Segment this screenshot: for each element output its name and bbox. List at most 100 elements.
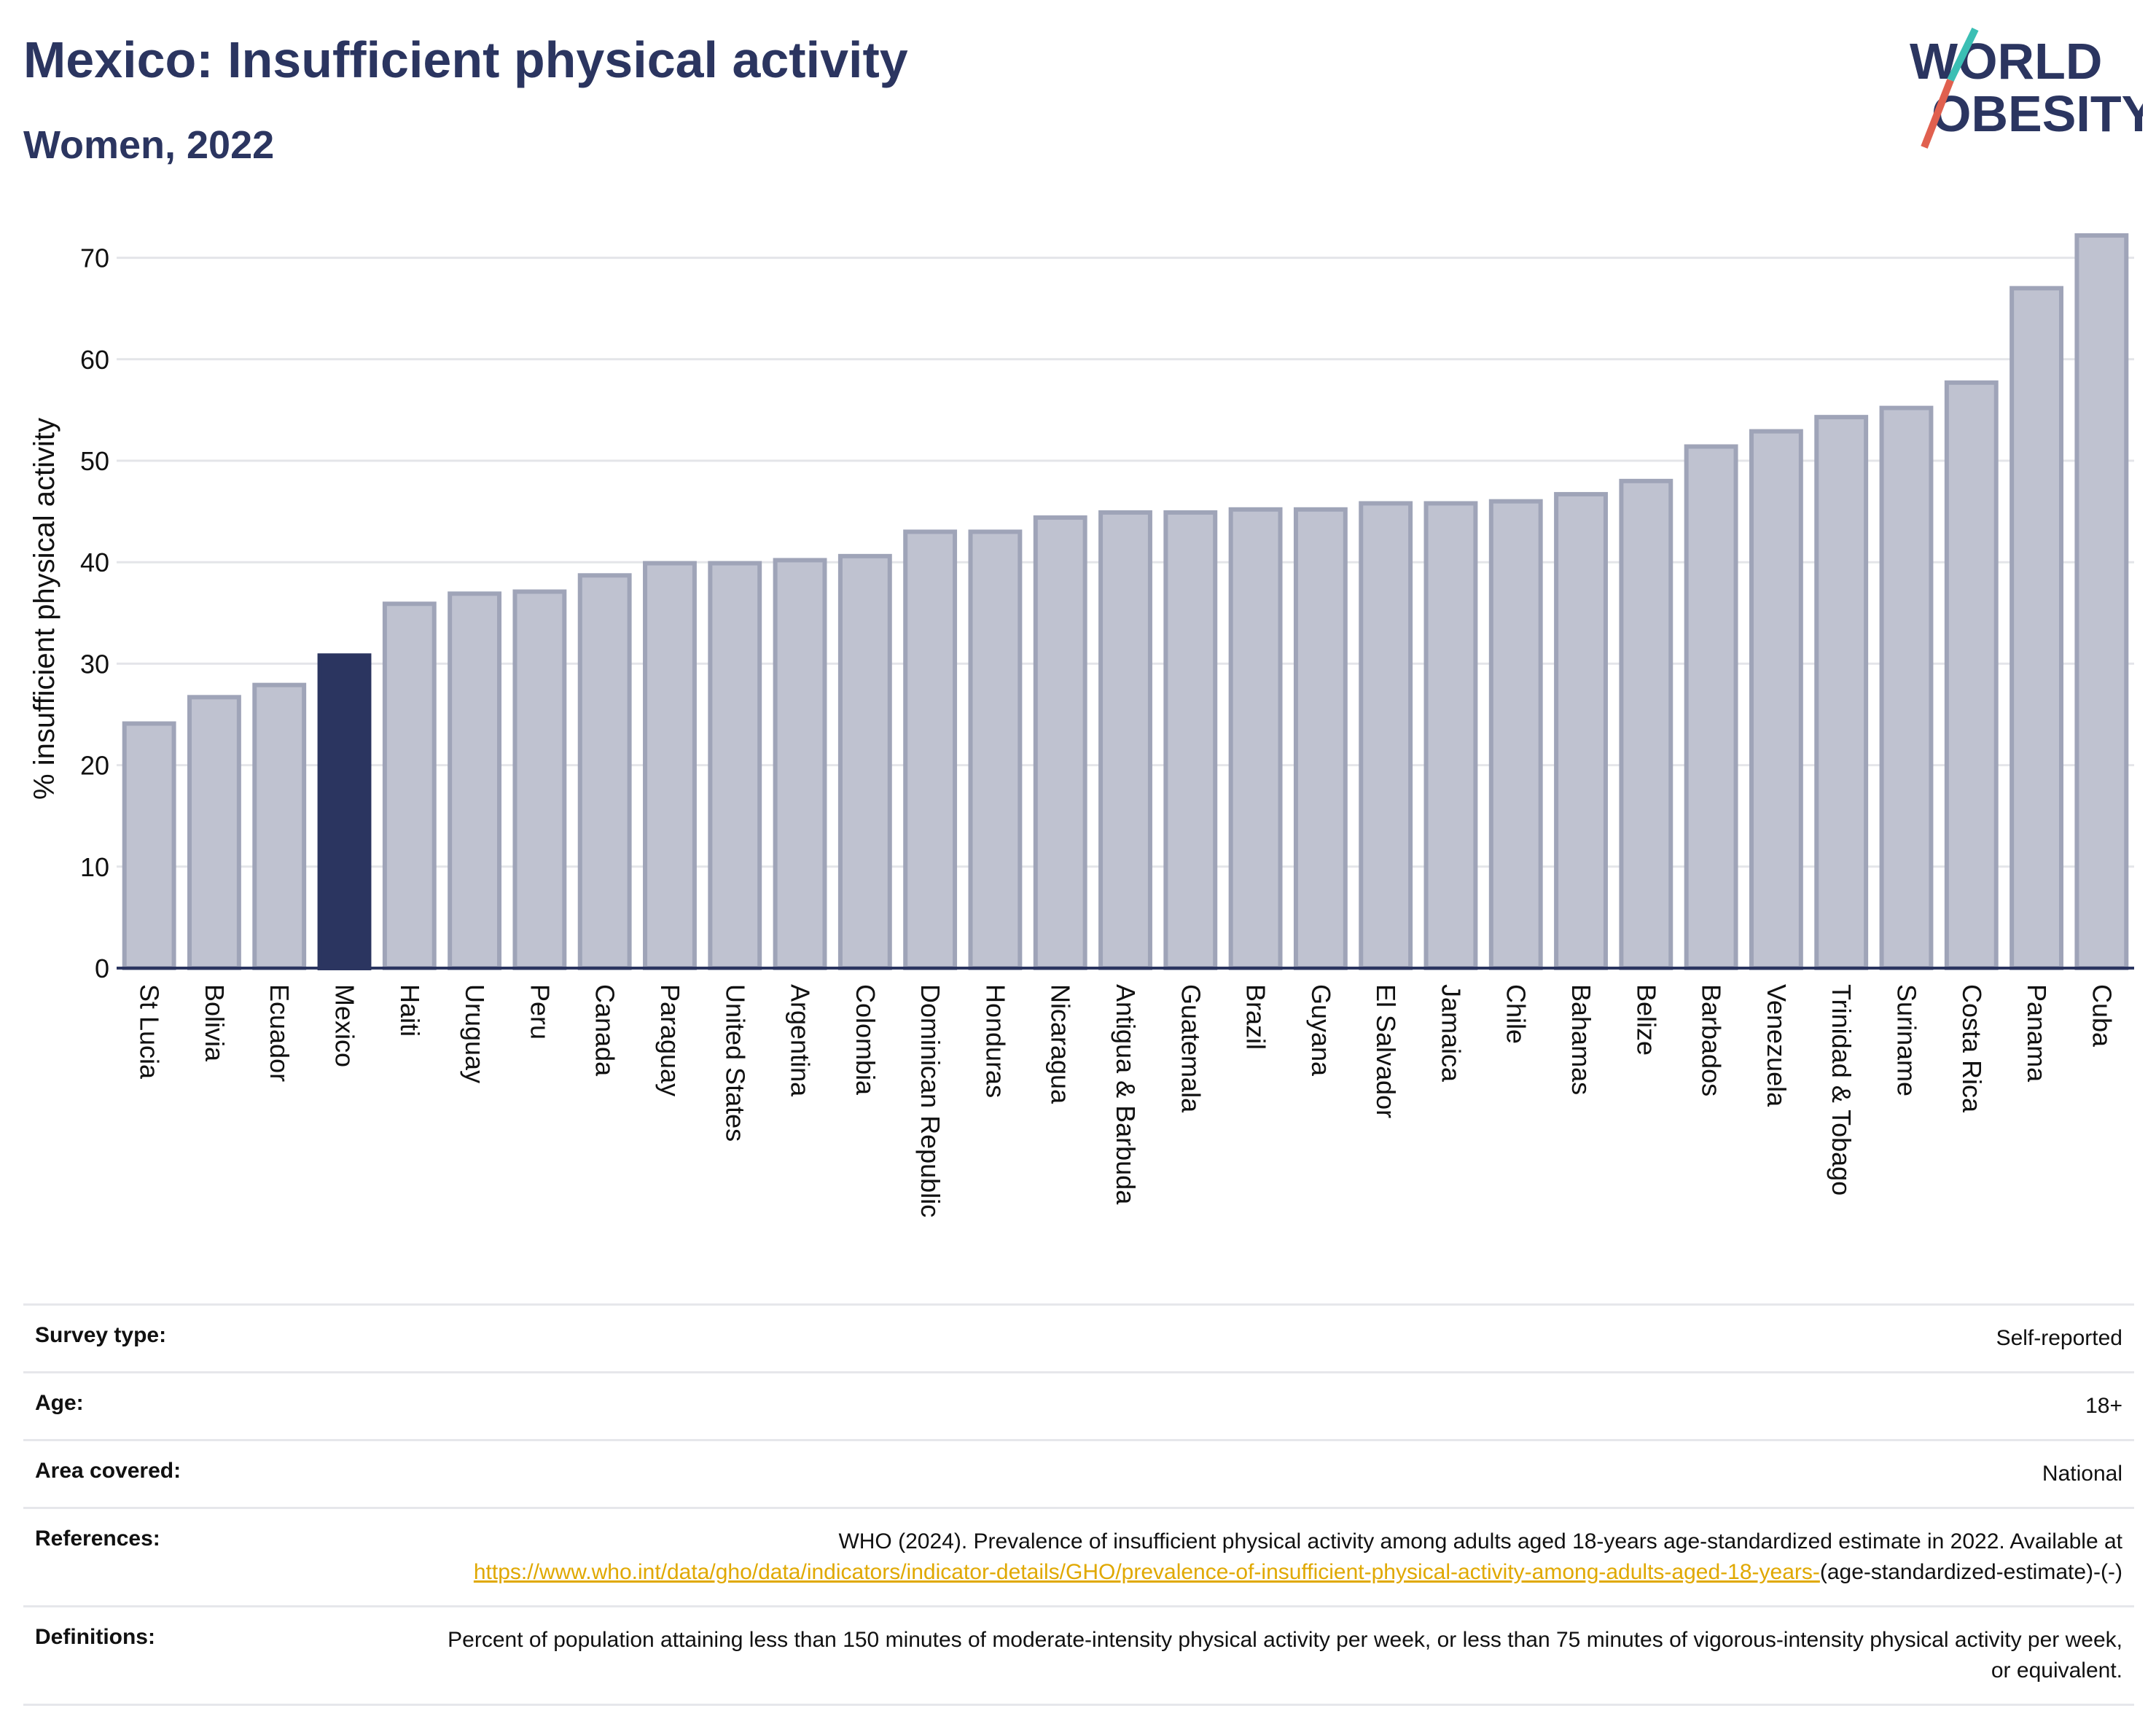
info-row-area: Area covered: National <box>23 1439 2134 1507</box>
x-tick-label: Peru <box>525 984 555 1040</box>
bar-colombia <box>837 553 892 970</box>
x-tick-label: Trinidad & Tobago <box>1827 984 1856 1196</box>
definitions-label: Definitions: <box>35 1625 155 1649</box>
bar-guatemala <box>1163 510 1218 970</box>
bar-chile <box>1488 499 1543 970</box>
bar-chart: 0 10 20 30 40 50 60 70 St Lucia Bolivia Ecuador Me… <box>28 233 2134 1217</box>
survey-type-label: Survey type: <box>35 1323 167 1347</box>
y-axis-ticks: 0 10 20 30 40 50 60 70 <box>80 243 109 983</box>
bar-haiti <box>382 601 437 970</box>
bar-venezuela <box>1749 429 1803 970</box>
bar-costa-rica <box>1944 380 1999 970</box>
logo-line2: OBESITY <box>1932 85 2143 142</box>
bar-argentina <box>773 558 827 970</box>
bar-brazil <box>1228 507 1283 970</box>
bar-mexico <box>317 653 372 970</box>
references-label: References: <box>35 1527 160 1551</box>
area-label: Area covered: <box>35 1459 181 1483</box>
bars <box>122 233 2129 971</box>
bar-st-lucia <box>122 721 176 970</box>
bar-united-states <box>708 561 762 970</box>
bar-bahamas <box>1554 491 1608 970</box>
bar-dominican-republic <box>903 529 958 970</box>
x-tick-label: Jamaica <box>1436 984 1466 1083</box>
references-link[interactable]: https://www.who.int/data/gho/data/indica… <box>473 1560 1820 1584</box>
x-axis-labels: St Lucia Bolivia Ecuador Mexico Haiti Uruguay… <box>135 984 2117 1217</box>
bar-bolivia <box>187 695 241 970</box>
x-tick-label: Ecuador <box>265 984 294 1082</box>
x-tick-label: Venezuela <box>1762 984 1792 1107</box>
y-tick-label: 70 <box>80 243 109 273</box>
x-tick-label: Guyana <box>1306 984 1336 1077</box>
bar-barbados <box>1684 444 1738 970</box>
bar-antigua-barbuda <box>1098 510 1152 970</box>
references-text: WHO (2024). Prevalence of insufficient p… <box>838 1529 2122 1553</box>
bar-canada <box>577 573 632 970</box>
bar-honduras <box>968 529 1023 970</box>
x-tick-label: Belize <box>1631 984 1661 1056</box>
bar-cuba <box>2074 233 2129 970</box>
references-value: WHO (2024). Prevalence of insufficient p… <box>474 1527 2122 1588</box>
area-value: National <box>2042 1462 2122 1486</box>
bar-jamaica <box>1423 501 1478 970</box>
bar-panama <box>2009 286 2063 970</box>
x-tick-label: Haiti <box>395 984 425 1037</box>
y-tick-label: 20 <box>80 751 109 781</box>
y-tick-label: 0 <box>95 954 109 983</box>
y-tick-label: 60 <box>80 345 109 375</box>
bar-peru <box>512 589 567 970</box>
survey-type-value: Self-reported <box>1996 1326 2122 1350</box>
x-tick-label: St Lucia <box>135 984 165 1080</box>
world-obesity-logo: WORLD OBESITY <box>1910 27 2143 149</box>
age-value: 18+ <box>2085 1394 2122 1418</box>
x-tick-label: Cuba <box>2087 984 2117 1048</box>
bar-guyana <box>1293 507 1348 970</box>
y-tick-label: 40 <box>80 547 109 577</box>
x-tick-label: Bolivia <box>200 984 230 1062</box>
bar-paraguay <box>643 561 697 970</box>
info-table: Survey type: Self-reported Age: 18+ Area… <box>23 1303 2134 1706</box>
info-row-references: References: WHO (2024). Prevalence of in… <box>23 1507 2134 1605</box>
bar-ecuador <box>252 682 307 971</box>
chart-title: Mexico: Insufficient physical activity <box>23 31 908 88</box>
logo-line1: WORLD <box>1910 33 2102 90</box>
x-tick-label: Barbados <box>1697 984 1727 1096</box>
x-tick-label: Honduras <box>980 984 1010 1098</box>
x-tick-label: Canada <box>590 984 620 1077</box>
bar-suriname <box>1879 405 1934 970</box>
bar-uruguay <box>448 591 502 970</box>
x-tick-label: El Salvador <box>1371 984 1401 1118</box>
x-tick-label: United States <box>720 984 750 1142</box>
x-tick-label: Brazil <box>1241 984 1271 1050</box>
x-tick-label: Guatemala <box>1176 984 1206 1113</box>
x-tick-label: Paraguay <box>655 984 685 1096</box>
references-link-suffix: (age-standardized-estimate)-(-) <box>1819 1560 2122 1584</box>
x-tick-label: Antigua & Barbuda <box>1111 984 1141 1205</box>
x-tick-label: Suriname <box>1891 984 1921 1096</box>
bar-trinidad-tobago <box>1814 415 1869 970</box>
chart-subtitle: Women, 2022 <box>23 123 275 167</box>
x-tick-label: Chile <box>1501 984 1531 1044</box>
x-tick-label: Costa Rica <box>1957 984 1987 1113</box>
y-tick-label: 50 <box>80 446 109 476</box>
y-tick-label: 10 <box>80 852 109 882</box>
logo-slash-red <box>1921 79 1954 149</box>
info-row-definitions: Definitions: Percent of population attai… <box>23 1605 2134 1706</box>
y-tick-label: 30 <box>80 649 109 679</box>
x-tick-label: Argentina <box>786 984 816 1097</box>
logo-slash-teal <box>1947 27 1979 82</box>
info-row-age: Age: 18+ <box>23 1371 2134 1439</box>
age-label: Age: <box>35 1391 84 1415</box>
x-tick-label: Panama <box>2022 984 2052 1083</box>
x-tick-label: Colombia <box>851 984 880 1096</box>
x-tick-label: Bahamas <box>1566 984 1596 1095</box>
bar-belize <box>1619 478 1673 970</box>
y-axis-label: % insufficient physical activity <box>28 418 60 800</box>
x-tick-label: Mexico <box>330 984 360 1067</box>
x-tick-label: Nicaragua <box>1046 984 1076 1104</box>
bar-nicaragua <box>1033 515 1087 970</box>
x-tick-label: Dominican Republic <box>915 984 945 1217</box>
definitions-value: Percent of population attaining less tha… <box>448 1628 2122 1683</box>
bar-el-salvador <box>1359 501 1413 970</box>
x-tick-label: Uruguay <box>460 984 490 1083</box>
